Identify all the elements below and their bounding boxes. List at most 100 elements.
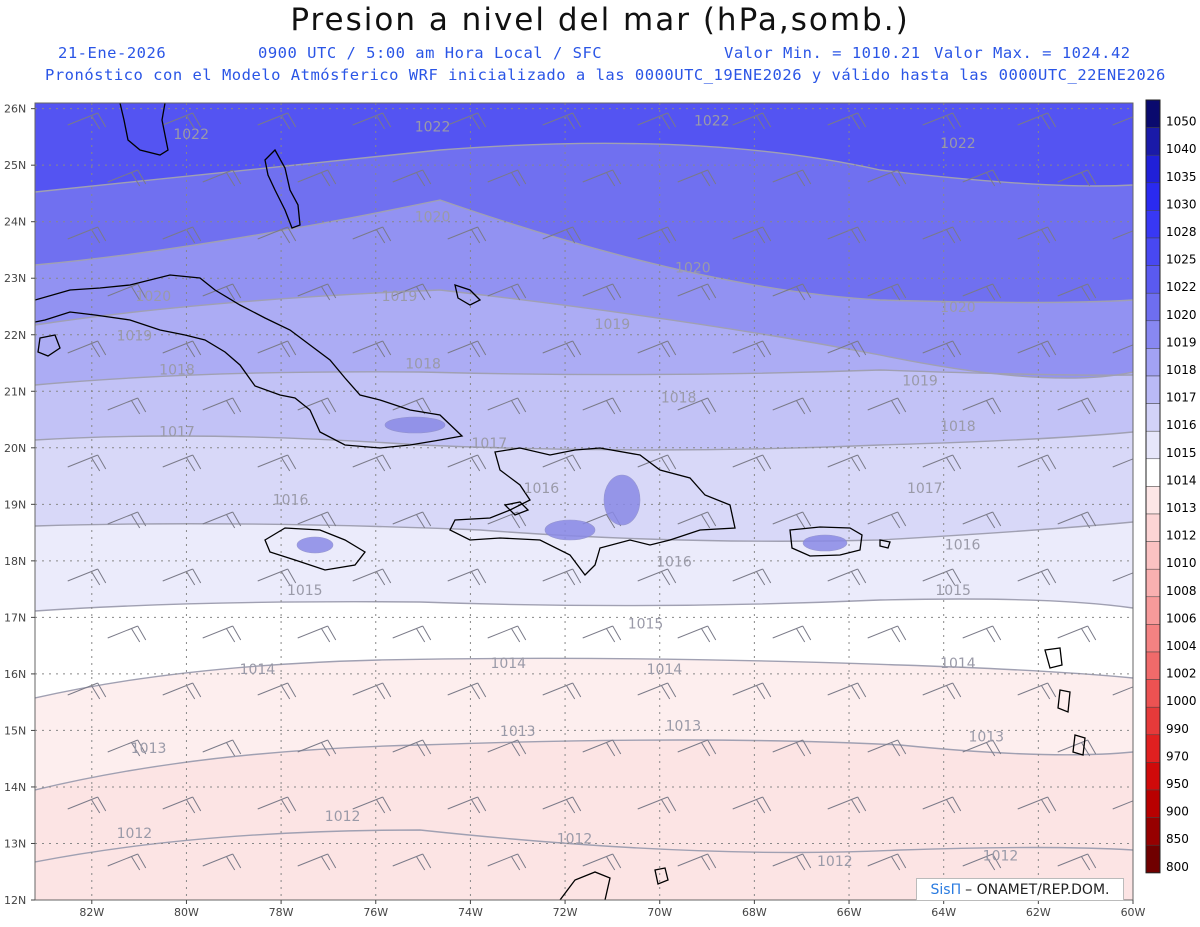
wind-barb — [582, 625, 622, 643]
isobar-label: 1015 — [628, 617, 664, 633]
wind-barb — [392, 283, 432, 301]
credit-box: SisΠ – ONAMET/REP.DOM. — [916, 878, 1124, 901]
wind-barb — [922, 454, 962, 472]
wind-barb — [542, 454, 582, 472]
lat-tick-label: 23N — [4, 272, 26, 285]
colorbar-label: 1002 — [1166, 667, 1197, 681]
colorbar-label: 1035 — [1166, 170, 1197, 184]
wind-barb — [1017, 112, 1057, 130]
wind-barb — [162, 340, 202, 358]
wind-barb — [67, 226, 107, 244]
lat-tick-label: 12N — [4, 894, 26, 907]
colorbar-label: 1022 — [1166, 280, 1197, 294]
isobar-label: 1020 — [940, 300, 976, 316]
isobar-label: 1013 — [500, 724, 536, 740]
isla-juventud — [37, 334, 61, 357]
isobar-label: 1014 — [647, 662, 683, 678]
south-america-coast — [559, 871, 611, 900]
colorbar-swatch — [1145, 458, 1161, 487]
lon-tick-label: 66W — [837, 906, 862, 919]
colorbar-swatch — [1145, 403, 1161, 432]
wind-barb — [1112, 800, 1133, 810]
axis-ticks: 26N 25N 24N 23N 22N 21N 20N 19N 18N 17N 16N 15N 14N 1… — [4, 103, 1146, 919]
wind-barb — [827, 112, 867, 130]
lat-tick-label: 13N — [4, 837, 26, 850]
pressure-field — [35, 103, 1133, 900]
wind-barb — [162, 568, 202, 586]
isobar-label: 1018 — [405, 357, 441, 373]
wind-barb — [732, 226, 772, 244]
isobar-label: 1013 — [968, 730, 1004, 746]
wind-barb — [297, 739, 337, 757]
isobar-label: 1014 — [240, 662, 276, 678]
wind-barb — [67, 568, 107, 586]
wind-barb — [922, 682, 962, 700]
wind-barb — [582, 283, 622, 301]
wind-barb — [67, 682, 107, 700]
colorbar-label: 1014 — [1166, 473, 1197, 487]
wind-barb — [107, 283, 147, 301]
wind-barb — [447, 796, 487, 814]
wind-barb — [257, 568, 297, 586]
credit-text: – ONAMET/REP.DOM. — [965, 881, 1110, 898]
wind-barb — [542, 226, 582, 244]
isobar-label: 1016 — [945, 538, 981, 554]
wind-barb — [677, 169, 717, 187]
lat-tick-label: 22N — [4, 329, 26, 342]
isobar-label: 1019 — [902, 374, 938, 390]
guadeloupe — [1044, 647, 1063, 669]
wind-barb — [732, 796, 772, 814]
colorbar-swatch — [1145, 127, 1161, 156]
colorbar-label: 970 — [1166, 749, 1189, 763]
wind-barb — [582, 739, 622, 757]
wind-barb — [827, 340, 867, 358]
colorbar-swatch — [1145, 734, 1161, 763]
wind-barb — [867, 625, 907, 643]
lat-tick-label: 16N — [4, 668, 26, 681]
wind-barb — [352, 568, 392, 586]
wind-barb — [297, 169, 337, 187]
wind-barb — [352, 682, 392, 700]
wind-barb — [772, 511, 812, 529]
colorbar-swatch — [1145, 375, 1161, 404]
wind-barb — [732, 340, 772, 358]
colorbar-label: 1050 — [1166, 115, 1197, 129]
wind-barb — [67, 796, 107, 814]
wind-barb — [1057, 739, 1097, 757]
wind-barb — [67, 112, 107, 130]
grid-lines — [35, 103, 1133, 900]
wind-barb — [1017, 682, 1057, 700]
wind-barb — [107, 625, 147, 643]
wind-barb — [827, 796, 867, 814]
wind-barb — [1112, 116, 1133, 126]
lat-tick-label: 15N — [4, 724, 26, 737]
wind-barb — [637, 796, 677, 814]
isobar-label: 1020 — [415, 210, 451, 226]
wind-barb — [922, 568, 962, 586]
jamaica — [264, 527, 366, 571]
wind-barb — [107, 853, 147, 871]
colorbar-swatch — [1145, 99, 1161, 128]
wind-barb — [487, 739, 527, 757]
wind-barb — [107, 397, 147, 415]
wind-barb — [637, 340, 677, 358]
turks-caicos — [454, 284, 482, 306]
lat-tick-label: 24N — [4, 216, 26, 229]
wind-barb — [487, 511, 527, 529]
colorbar-swatch — [1145, 789, 1161, 818]
wind-barb — [542, 340, 582, 358]
colorbar-label: 1000 — [1166, 694, 1197, 708]
wind-barb — [257, 226, 297, 244]
gonave-island — [503, 501, 530, 516]
isobar-label: 1020 — [675, 261, 711, 277]
isobar-label: 1022 — [694, 114, 730, 130]
wind-barb — [1057, 169, 1097, 187]
coastlines — [35, 103, 1086, 900]
colorbar-swatch — [1145, 237, 1161, 266]
colorbar-swatch — [1145, 348, 1161, 377]
wind-barb — [297, 511, 337, 529]
wind-barb — [962, 511, 1002, 529]
colorbar-label: 1028 — [1166, 225, 1197, 239]
colorbar-label: 1025 — [1166, 253, 1197, 267]
